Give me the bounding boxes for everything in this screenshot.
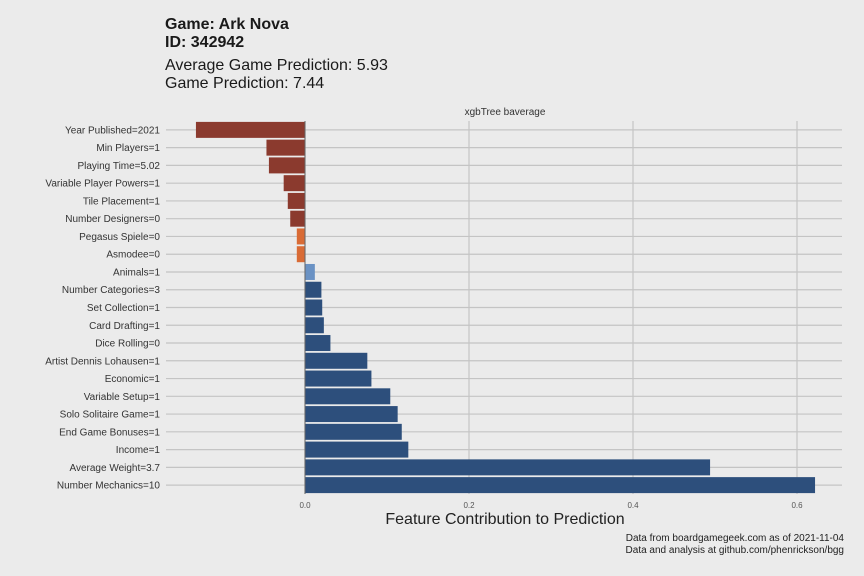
y-tick-label: Artist Dennis Lohausen=1 <box>45 356 160 367</box>
bar <box>305 317 324 334</box>
x-tick-label: 0.4 <box>627 501 639 510</box>
y-tick-label: Animals=1 <box>113 267 160 278</box>
y-tick-label: Variable Setup=1 <box>84 392 161 403</box>
bar <box>305 406 398 423</box>
x-tick-label: 0.0 <box>299 501 311 510</box>
y-tick-label: Tile Placement=1 <box>83 196 161 207</box>
y-tick-label: Set Collection=1 <box>87 303 161 314</box>
bar <box>305 459 711 476</box>
y-tick-label: Average Weight=3.7 <box>69 463 160 474</box>
bar <box>290 210 305 227</box>
caption-source: Data from boardgamegeek.com as of 2021-1… <box>625 533 844 544</box>
bar <box>305 370 372 387</box>
bar <box>283 175 305 192</box>
bars-layer <box>195 121 816 494</box>
bar <box>296 246 305 263</box>
game-id: ID: 342942 <box>165 34 245 51</box>
bar <box>305 388 391 405</box>
y-tick-label: Number Designers=0 <box>65 214 160 225</box>
caption: Data from boardgamegeek.com as of 2021-1… <box>626 533 844 557</box>
bar <box>268 157 305 174</box>
bar <box>305 441 409 458</box>
bar <box>305 423 402 440</box>
bar <box>305 299 323 316</box>
y-tick-label: Income=1 <box>116 445 161 456</box>
facet-label: xgbTree baverage <box>465 107 546 118</box>
bar <box>305 352 368 369</box>
bar <box>296 228 305 245</box>
y-tick-label: Solo Solitaire Game=1 <box>60 410 161 421</box>
y-axis-labels: Year Published=2021 Min Players=1 Playing … <box>45 125 160 491</box>
x-axis-ticks: 0.0 0.2 0.4 0.6 <box>299 501 803 510</box>
y-tick-label: End Game Bonuses=1 <box>59 427 160 438</box>
y-tick-label: Card Drafting=1 <box>89 321 160 332</box>
bar <box>266 139 305 156</box>
y-tick-label: Min Players=1 <box>96 143 160 154</box>
bar <box>305 263 315 280</box>
x-axis-title: Feature Contribution to Prediction <box>385 511 624 528</box>
bar <box>305 335 331 352</box>
y-tick-label: Pegasus Spiele=0 <box>79 232 160 243</box>
x-tick-label: 0.6 <box>791 501 803 510</box>
game-title: Game: Ark Nova <box>165 16 289 33</box>
bar <box>287 192 305 209</box>
average-game-prediction: Average Game Prediction: 5.93 <box>165 57 388 74</box>
y-tick-label: Number Categories=3 <box>62 285 161 296</box>
y-tick-label: Asmodee=0 <box>106 250 160 261</box>
y-tick-label: Variable Player Powers=1 <box>45 179 160 190</box>
game-prediction: Game Prediction: 7.44 <box>165 75 325 92</box>
y-tick-label: Dice Rolling=0 <box>95 339 160 350</box>
bar <box>195 121 305 138</box>
x-tick-label: 0.2 <box>463 501 475 510</box>
caption-analysis: Data and analysis at github.com/phenrick… <box>625 545 844 556</box>
y-tick-label: Year Published=2021 <box>65 125 160 136</box>
bar <box>305 281 322 298</box>
grid-layer <box>166 121 842 494</box>
y-tick-label: Economic=1 <box>105 374 161 385</box>
y-tick-label: Number Mechanics=10 <box>57 481 161 492</box>
y-tick-label: Playing Time=5.02 <box>77 161 160 172</box>
title-block: Game: Ark Nova ID: 342942 Average Game P… <box>165 16 388 93</box>
bar <box>305 477 816 494</box>
